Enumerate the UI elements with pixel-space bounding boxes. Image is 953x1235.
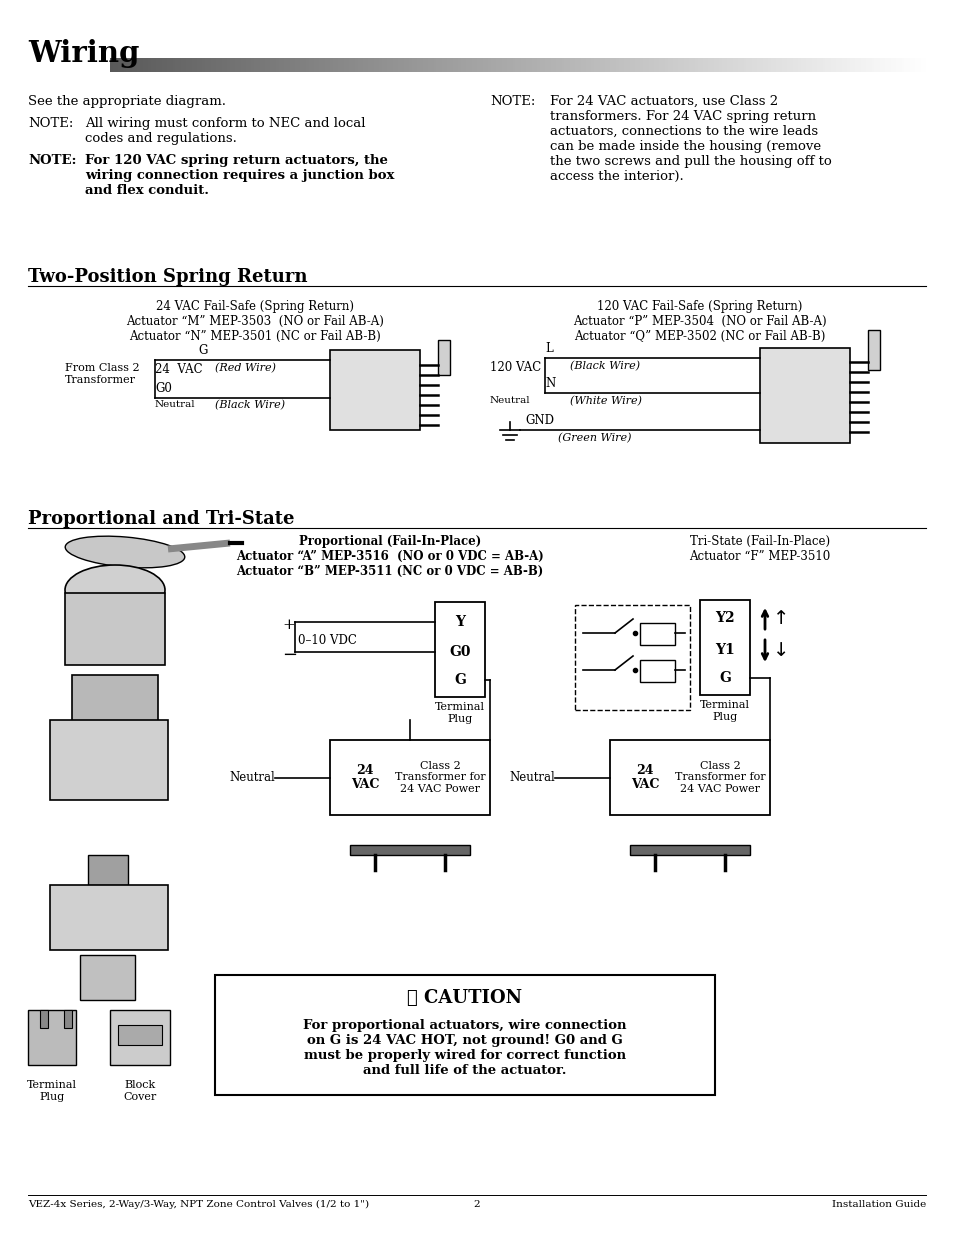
Text: L: L bbox=[544, 342, 552, 354]
Bar bbox=[64, 1010, 71, 1028]
Text: VEZ-4x Series, 2-Way/3-Way, NPT Zone Control Valves (1/2 to 1"): VEZ-4x Series, 2-Way/3-Way, NPT Zone Con… bbox=[28, 1200, 369, 1209]
Text: Proportional (Fail-In-Place)
Actuator “A” MEP-3516  (NO or 0 VDC = AB-A)
Actuato: Proportional (Fail-In-Place) Actuator “A… bbox=[236, 535, 543, 578]
Text: Tri-State (Fail-In-Place)
Actuator “F” MEP-3510: Tri-State (Fail-In-Place) Actuator “F” M… bbox=[689, 535, 830, 563]
Bar bbox=[639, 622, 675, 645]
Text: For 24 VAC actuators, use Class 2
transformers. For 24 VAC spring return
actuato: For 24 VAC actuators, use Class 2 transf… bbox=[550, 95, 831, 183]
Text: GND: GND bbox=[524, 414, 554, 427]
Text: G0: G0 bbox=[449, 645, 470, 659]
Bar bbox=[214, 974, 714, 1095]
Text: Terminal
Plug: Terminal Plug bbox=[435, 701, 484, 724]
Text: Y1: Y1 bbox=[715, 643, 734, 657]
Text: G: G bbox=[198, 345, 207, 357]
Text: Block
Cover: Block Cover bbox=[123, 1079, 156, 1102]
Text: 2: 2 bbox=[474, 1200, 479, 1209]
Bar bbox=[760, 348, 849, 443]
Bar bbox=[867, 330, 879, 370]
Text: (Black Wire): (Black Wire) bbox=[214, 400, 285, 410]
Text: Two-Position Spring Return: Two-Position Spring Return bbox=[28, 268, 307, 287]
Text: +: + bbox=[282, 618, 294, 632]
Bar bbox=[639, 659, 675, 682]
Text: Neutral: Neutral bbox=[509, 771, 555, 784]
Text: ↓: ↓ bbox=[772, 641, 788, 659]
Text: G: G bbox=[454, 673, 465, 687]
Text: For proportional actuators, wire connection
on G is 24 VAC HOT, not ground! G0 a: For proportional actuators, wire connect… bbox=[303, 1019, 626, 1077]
Text: ↑: ↑ bbox=[772, 609, 788, 627]
Text: (Red Wire): (Red Wire) bbox=[214, 363, 275, 373]
Bar bbox=[80, 955, 135, 1000]
Text: Neutral: Neutral bbox=[229, 771, 274, 784]
Text: 0–10 VDC: 0–10 VDC bbox=[297, 634, 356, 646]
Text: For 120 VAC spring return actuators, the
wiring connection requires a junction b: For 120 VAC spring return actuators, the… bbox=[85, 154, 394, 198]
Text: 24  VAC: 24 VAC bbox=[154, 363, 202, 375]
Text: All wiring must conform to NEC and local
codes and regulations.: All wiring must conform to NEC and local… bbox=[85, 117, 365, 144]
Text: Class 2
Transformer for
24 VAC Power: Class 2 Transformer for 24 VAC Power bbox=[395, 761, 485, 794]
Text: (Black Wire): (Black Wire) bbox=[569, 361, 639, 372]
Text: (White Wire): (White Wire) bbox=[569, 396, 641, 406]
Bar bbox=[330, 350, 419, 430]
Bar bbox=[437, 340, 450, 375]
Text: 24 VAC Fail-Safe (Spring Return)
Actuator “M” MEP-3503  (NO or Fail AB-A)
Actuat: 24 VAC Fail-Safe (Spring Return) Actuato… bbox=[126, 300, 383, 343]
Bar bbox=[28, 1010, 76, 1065]
Bar bbox=[118, 1025, 162, 1045]
Text: NOTE:: NOTE: bbox=[490, 95, 535, 107]
Text: Terminal
Plug: Terminal Plug bbox=[27, 1079, 77, 1102]
Bar bbox=[65, 593, 165, 664]
Bar bbox=[575, 605, 689, 710]
Text: 24
VAC: 24 VAC bbox=[630, 763, 659, 792]
Text: Y2: Y2 bbox=[715, 611, 734, 625]
Bar bbox=[700, 600, 749, 695]
Text: ⚠ CAUTION: ⚠ CAUTION bbox=[407, 989, 522, 1007]
Text: Terminal
Plug: Terminal Plug bbox=[700, 700, 749, 721]
Bar bbox=[330, 740, 490, 815]
Text: 120 VAC Fail-Safe (Spring Return)
Actuator “P” MEP-3504  (NO or Fail AB-A)
Actua: 120 VAC Fail-Safe (Spring Return) Actuat… bbox=[573, 300, 826, 343]
Text: G0: G0 bbox=[154, 382, 172, 395]
Bar bbox=[88, 855, 128, 885]
Text: N: N bbox=[544, 377, 555, 390]
Text: Y: Y bbox=[455, 615, 464, 629]
Bar bbox=[609, 740, 769, 815]
Bar bbox=[350, 845, 470, 855]
Text: Neutral: Neutral bbox=[154, 400, 195, 409]
Text: 24
VAC: 24 VAC bbox=[351, 763, 379, 792]
Text: G: G bbox=[719, 671, 730, 685]
Text: NOTE:: NOTE: bbox=[28, 154, 76, 167]
Bar bbox=[110, 1010, 170, 1065]
Text: Wiring: Wiring bbox=[28, 40, 139, 68]
Bar bbox=[40, 1010, 48, 1028]
Text: Class 2
Transformer for
24 VAC Power: Class 2 Transformer for 24 VAC Power bbox=[674, 761, 764, 794]
Text: (Green Wire): (Green Wire) bbox=[558, 433, 631, 443]
Text: 120 VAC: 120 VAC bbox=[490, 361, 540, 374]
Text: From Class 2
Transformer: From Class 2 Transformer bbox=[65, 363, 139, 384]
Text: NOTE:: NOTE: bbox=[28, 117, 73, 130]
Text: Installation Guide: Installation Guide bbox=[831, 1200, 925, 1209]
Ellipse shape bbox=[65, 564, 165, 615]
Bar bbox=[629, 845, 749, 855]
Text: Neutral: Neutral bbox=[490, 396, 530, 405]
Ellipse shape bbox=[65, 536, 185, 568]
Bar bbox=[50, 720, 168, 800]
Text: See the appropriate diagram.: See the appropriate diagram. bbox=[28, 95, 226, 107]
Text: −: − bbox=[282, 646, 296, 664]
Bar bbox=[71, 676, 158, 730]
Text: Proportional and Tri-State: Proportional and Tri-State bbox=[28, 510, 294, 529]
Bar bbox=[435, 601, 484, 697]
Bar bbox=[50, 885, 168, 950]
